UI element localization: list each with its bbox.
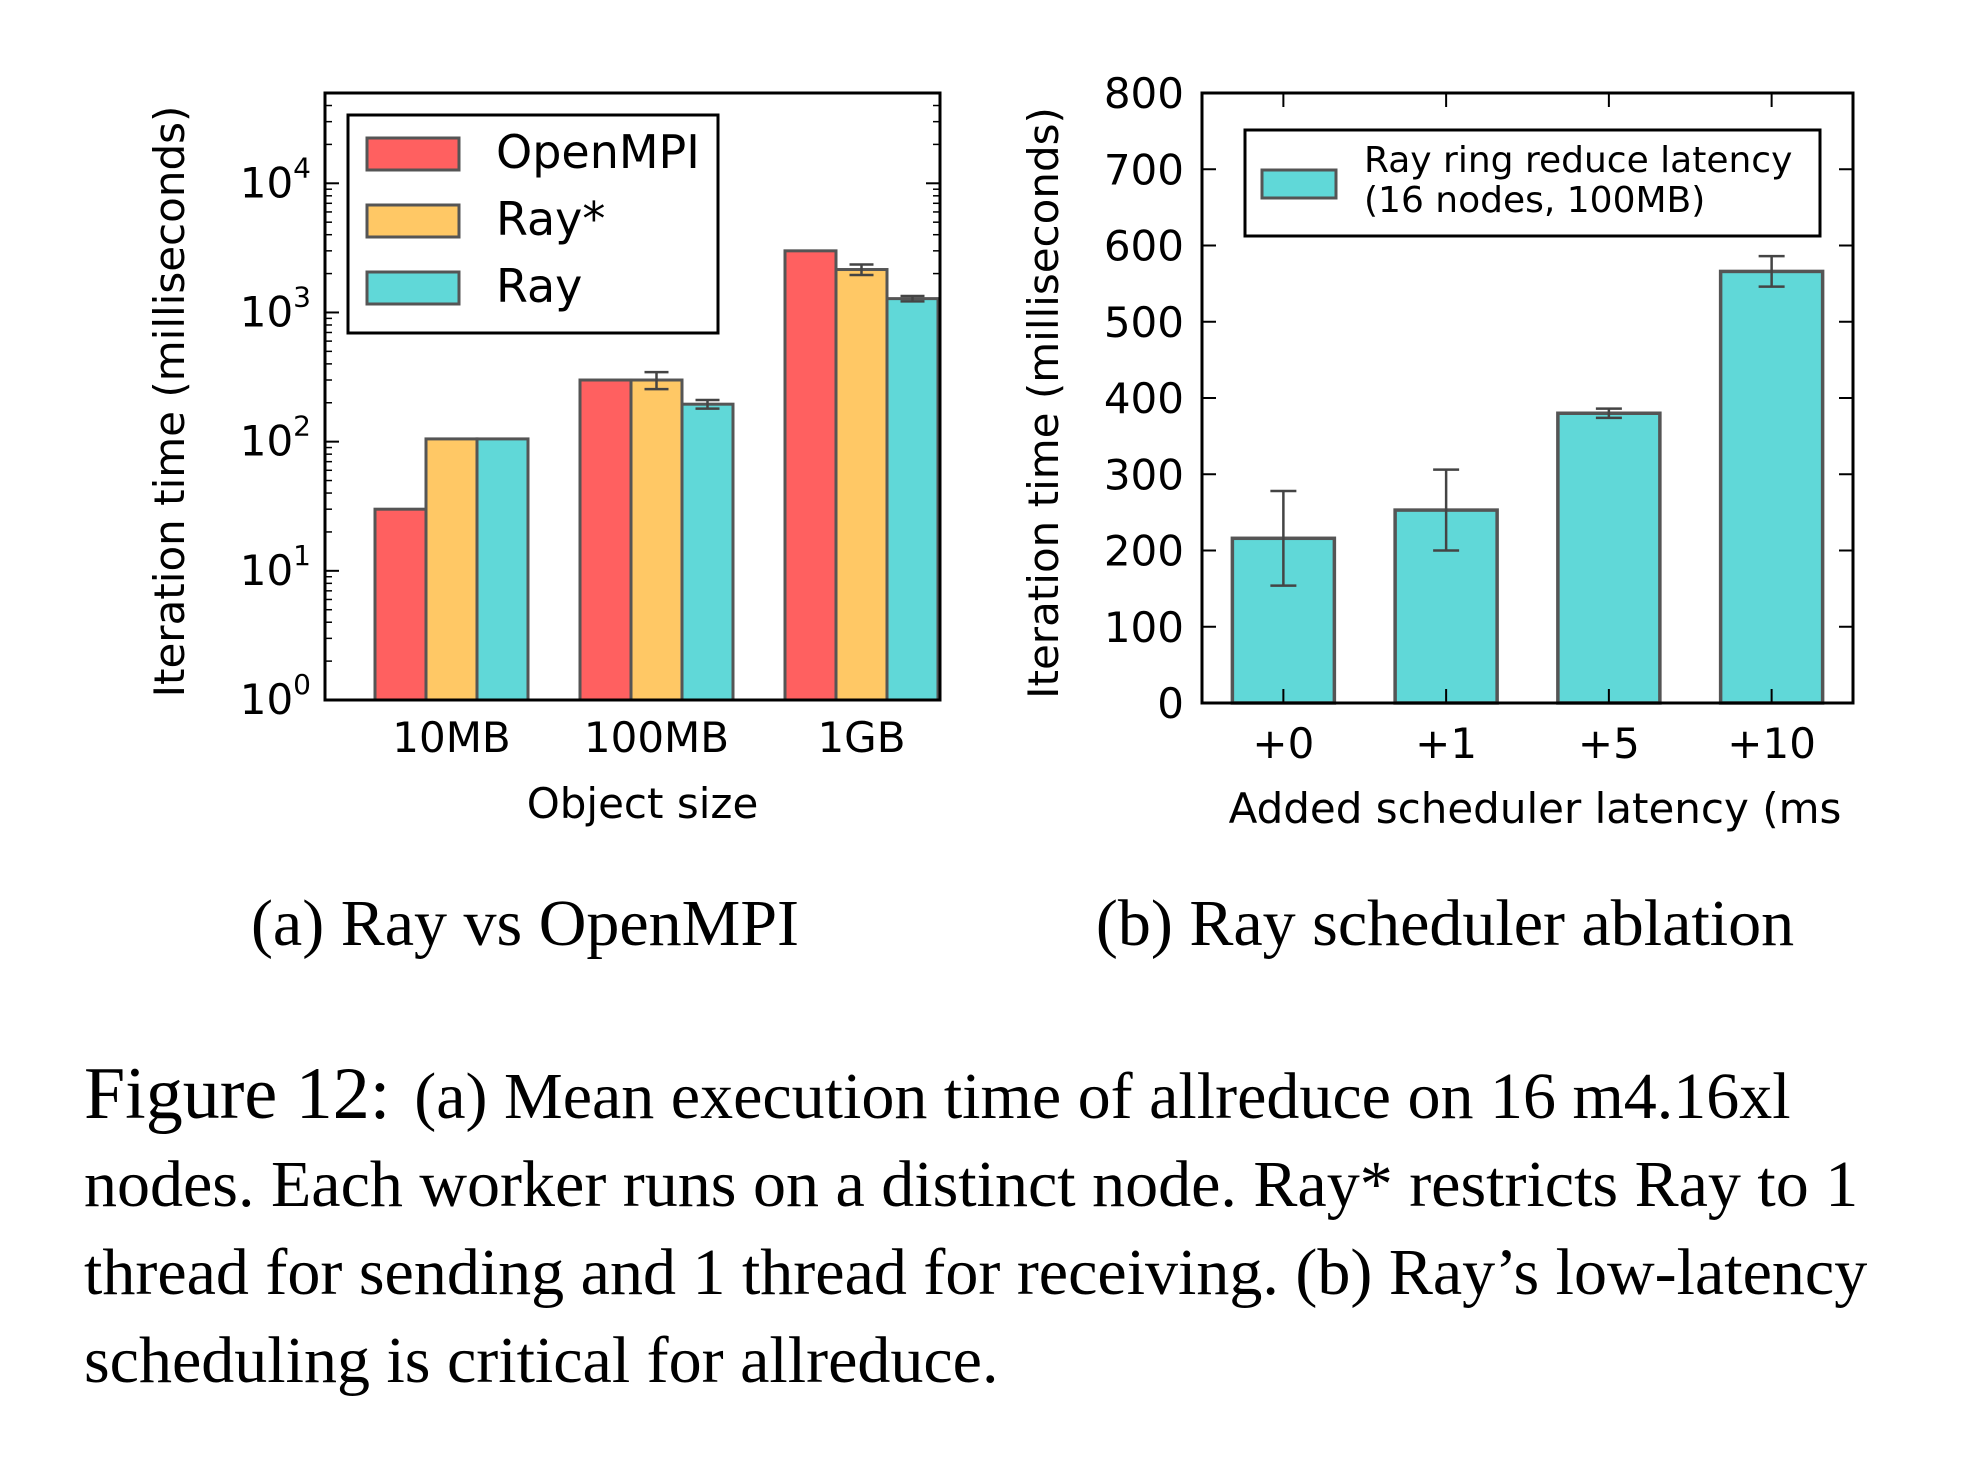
- y-tick-label: 400: [1104, 374, 1184, 423]
- bar-openmpi-100mb: [578, 378, 633, 702]
- legend-swatch: [365, 136, 461, 172]
- x-axis-label: Added scheduler latency (ms: [1229, 784, 1842, 833]
- x-tick-label: +0: [1252, 719, 1314, 768]
- x-tick-label: +5: [1578, 719, 1640, 768]
- legend: OpenMPI Ray* Ray: [346, 113, 720, 335]
- plot-frame: [1200, 91, 1855, 705]
- y-tick-label: 101: [240, 539, 311, 595]
- caption-label: Figure 12:: [84, 1053, 391, 1135]
- x-tick-label: 10MB: [392, 713, 511, 762]
- x-tick-label: 1GB: [817, 713, 905, 762]
- legend-swatch: [365, 203, 461, 239]
- y-tick-label: 102: [240, 410, 311, 466]
- y-tick-label: 800: [1104, 69, 1184, 118]
- y-tick-label: 100: [240, 668, 311, 724]
- y-tick-label: 300: [1104, 450, 1184, 499]
- x-tick-label: +1: [1415, 719, 1477, 768]
- legend-label-line: Ray ring reduce latency: [1364, 140, 1792, 181]
- legend-label: OpenMPI: [496, 125, 700, 179]
- chart-b: 0 100 200 300 400 500 600 700 800 +0 +1 +5 +10 Added …: [1019, 69, 1855, 833]
- bar-ray-1gb: [885, 297, 940, 702]
- bar-ray-100mb: [680, 402, 735, 702]
- y-tick-label: 700: [1104, 145, 1184, 194]
- bar-ray-1gb: [834, 268, 889, 702]
- bar-openmpi-10mb: [373, 507, 428, 702]
- legend-swatch: [365, 270, 461, 306]
- y-axis-label: Iteration time (milliseconds): [145, 106, 194, 698]
- y-tick-label: 103: [240, 280, 311, 336]
- y-tick-label: 600: [1104, 222, 1184, 271]
- plot-frame: [323, 91, 942, 702]
- legend-label: Ray*: [496, 192, 605, 246]
- figure-caption: Figure 12: (a) Mean execution time of all…: [84, 1050, 1914, 1405]
- sub-caption-b: (b) Ray scheduler ablation: [1096, 887, 1794, 960]
- legend-label-line: (16 nodes, 100MB): [1364, 180, 1705, 221]
- legend-swatch: [1260, 168, 1338, 200]
- y-tick-label: 0: [1157, 679, 1184, 728]
- bar-ray-10mb: [475, 437, 530, 702]
- legend-box: [1243, 128, 1822, 238]
- x-tick-label: +10: [1727, 719, 1816, 768]
- bar-latency-3: [1718, 269, 1825, 705]
- x-axis-label: Object size: [527, 779, 759, 828]
- legend-label: Ray: [496, 259, 582, 313]
- y-tick-label: 100: [1104, 603, 1184, 652]
- chart-a: 100 101 102 103 104 10MB 100MB 1GB Object size It…: [145, 91, 942, 828]
- x-tick-label: 100MB: [584, 713, 729, 762]
- y-axis-label: Iteration time (milliseconds): [1019, 107, 1068, 699]
- y-tick-label: 200: [1104, 527, 1184, 576]
- caption-text: (a) Mean execution time of allreduce on …: [84, 1060, 1868, 1397]
- y-tick-label: 500: [1104, 298, 1184, 347]
- figure: 100 101 102 103 104 10MB 100MB 1GB Object size It…: [145, 69, 1855, 960]
- bar-ray-100mb: [629, 378, 684, 702]
- bar-ray-10mb: [424, 437, 479, 702]
- y-tick-label: 104: [240, 151, 311, 207]
- bar-openmpi-1gb: [783, 249, 838, 702]
- bar-latency-2: [1556, 411, 1662, 705]
- sub-caption-a: (a) Ray vs OpenMPI: [251, 887, 799, 960]
- legend: Ray ring reduce latency(16 nodes, 100MB): [1243, 128, 1822, 238]
